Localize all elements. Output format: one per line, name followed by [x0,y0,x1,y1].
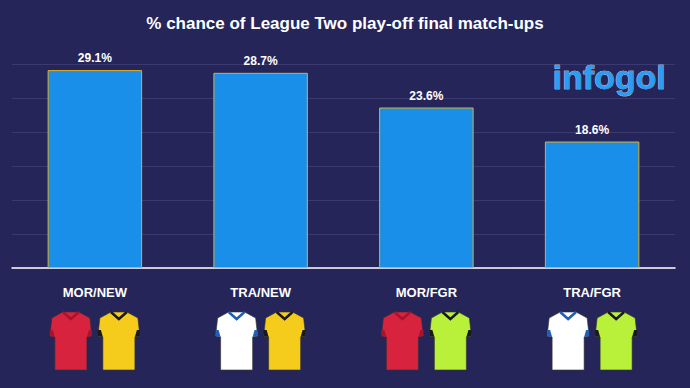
svg-text:MOR/NEW: MOR/NEW [63,285,128,300]
svg-text:29.1%: 29.1% [78,51,112,65]
svg-text:23.6%: 23.6% [409,89,443,103]
svg-text:18.6%: 18.6% [575,123,609,137]
svg-text:MOR/FGR: MOR/FGR [396,285,458,300]
svg-text:TRA/NEW: TRA/NEW [230,285,291,300]
svg-text:infogol: infogol [552,58,665,96]
svg-text:28.7%: 28.7% [244,54,278,68]
svg-text:% chance of League Two play-of: % chance of League Two play-off final ma… [146,14,543,33]
svg-text:TRA/FGR: TRA/FGR [563,285,621,300]
